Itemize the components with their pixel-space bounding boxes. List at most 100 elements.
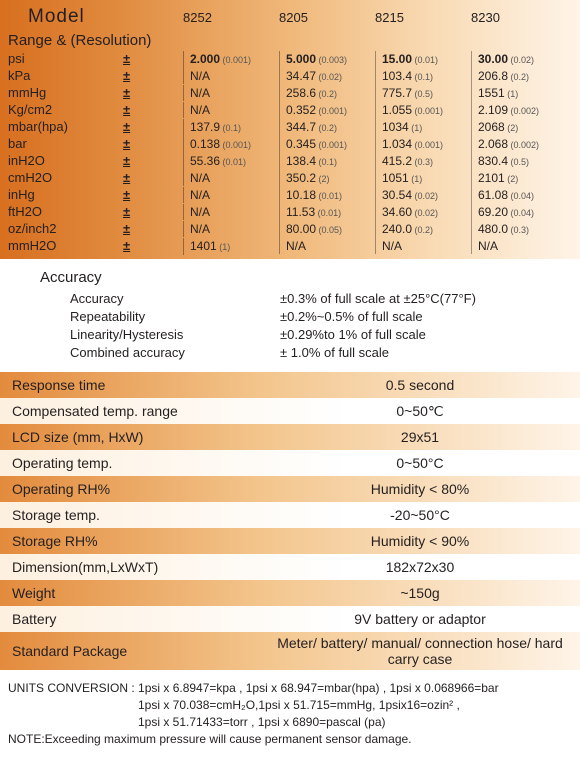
unit-label: kPa [8,68,123,84]
value-cell: 415.2 (0.3) [375,153,471,170]
value-cell: 137.9 (0.1) [183,119,279,136]
value-main: 10.18 [286,188,316,202]
accuracy-label: Repeatability [70,308,280,326]
value-main: 2.109 [478,103,508,117]
value-main: 30.00 [478,52,508,66]
plus-minus: ± [123,221,183,237]
value-cell: N/A [183,85,279,101]
value-resolution: (0.2) [508,72,529,82]
value-main: 415.2 [382,154,412,168]
plus-minus: ± [123,238,183,254]
spec-value: ~150g [272,585,568,601]
spec-value: 0.5 second [272,377,568,393]
value-cell: 138.4 (0.1) [279,153,375,170]
unit-row: oz/inch2±N/A80.00 (0.05)240.0 (0.2)480.0… [8,221,572,238]
model-header-row: Model 8252 8205 8215 8230 [8,6,572,28]
value-main: 80.00 [286,222,316,236]
plus-minus: ± [123,119,183,135]
value-main: 240.0 [382,222,412,236]
value-cell: 1051 (1) [375,170,471,187]
value-cell: 30.54 (0.02) [375,187,471,204]
value-resolution: (0.04) [508,208,534,218]
value-cell: N/A [183,102,279,118]
units-conversion-1: UNITS CONVERSION : 1psi x 6.8947=kpa , 1… [8,680,572,697]
value-main: N/A [190,86,210,100]
value-resolution: (0.2) [412,225,433,235]
unit-label: psi [8,51,123,67]
value-main: N/A [382,239,402,253]
plus-minus: ± [123,85,183,101]
unit-label: Kg/cm2 [8,102,123,118]
value-main: 2.068 [478,137,508,151]
data-rows: psi±2.000 (0.001)5.000 (0.003)15.00 (0.0… [8,51,572,255]
value-main: N/A [286,239,306,253]
spec-label: Operating RH% [12,481,272,497]
value-resolution: (0.02) [316,72,342,82]
spec-table: Response time0.5 secondCompensated temp.… [0,372,580,670]
unit-row: inHg±N/A10.18 (0.01)30.54 (0.02)61.08 (0… [8,187,572,204]
spec-label: Storage temp. [12,507,272,523]
model-label: Model [8,6,183,28]
value-cell: 0.352 (0.001) [279,102,375,119]
value-cell: N/A [183,170,279,186]
value-cell: 55.36 (0.01) [183,153,279,170]
accuracy-value: ±0.3% of full scale at ±25°C(77°F) [280,290,476,308]
unit-label: inH2O [8,153,123,169]
value-resolution: (0.001) [412,140,443,150]
value-resolution: (0.5) [508,157,529,167]
value-main: 34.60 [382,205,412,219]
value-cell: 34.47 (0.02) [279,68,375,85]
unit-label: mmHg [8,85,123,101]
spec-label: Dimension(mm,LxWxT) [12,559,272,575]
spec-row: Operating temp.0~50°C [0,450,580,476]
value-cell: N/A [183,204,279,220]
value-main: N/A [190,188,210,202]
value-cell: 1551 (1) [471,85,567,102]
value-cell: 0.345 (0.001) [279,136,375,153]
unit-label: cmH2O [8,170,123,186]
value-cell: 61.08 (0.04) [471,187,567,204]
value-main: 1.034 [382,137,412,151]
spec-label: Compensated temp. range [12,403,272,419]
value-cell: 240.0 (0.2) [375,221,471,238]
model-col-3: 8230 [471,10,567,25]
value-cell: 350.2 (2) [279,170,375,187]
accuracy-label: Combined accuracy [70,344,280,362]
value-resolution: (2) [316,174,330,184]
unit-label: inHg [8,187,123,203]
value-resolution: (0.1) [412,72,433,82]
value-main: N/A [190,103,210,117]
unit-label: mbar(hpa) [8,119,123,135]
spec-row: Compensated temp. range0~50℃ [0,398,580,424]
value-cell: 69.20 (0.04) [471,204,567,221]
spec-row: LCD size (mm, HxW)29x51 [0,424,580,450]
value-cell: 2.109 (0.002) [471,102,567,119]
unit-row: bar±0.138 (0.001)0.345 (0.001)1.034 (0.0… [8,136,572,153]
value-main: 0.138 [190,137,220,151]
unit-label: oz/inch2 [8,221,123,237]
spec-value: -20~50°C [272,507,568,523]
value-resolution: (0.003) [316,55,347,65]
value-cell: 2.068 (0.002) [471,136,567,153]
unit-row: inH2O±55.36 (0.01)138.4 (0.1)415.2 (0.3)… [8,153,572,170]
value-resolution: (2) [505,174,519,184]
value-main: N/A [190,222,210,236]
accuracy-block: Accuracy Accuracy±0.3% of full scale at … [0,259,580,372]
accuracy-label: Linearity/Hysteresis [70,326,280,344]
value-cell: N/A [183,187,279,203]
value-resolution: (0.5) [412,89,433,99]
value-cell: 1034 (1) [375,119,471,136]
value-cell: 2.000 (0.001) [183,51,279,68]
value-main: N/A [478,239,498,253]
value-main: 2068 [478,120,505,134]
spec-row: Storage temp.-20~50°C [0,502,580,528]
value-resolution: (0.1) [316,157,337,167]
value-cell: 10.18 (0.01) [279,187,375,204]
accuracy-title: Accuracy [40,269,580,286]
value-main: 2101 [478,171,505,185]
spec-label: Standard Package [12,643,272,659]
spec-row: Response time0.5 second [0,372,580,398]
value-cell: 34.60 (0.02) [375,204,471,221]
value-resolution: (0.02) [508,55,534,65]
value-main: N/A [190,69,210,83]
